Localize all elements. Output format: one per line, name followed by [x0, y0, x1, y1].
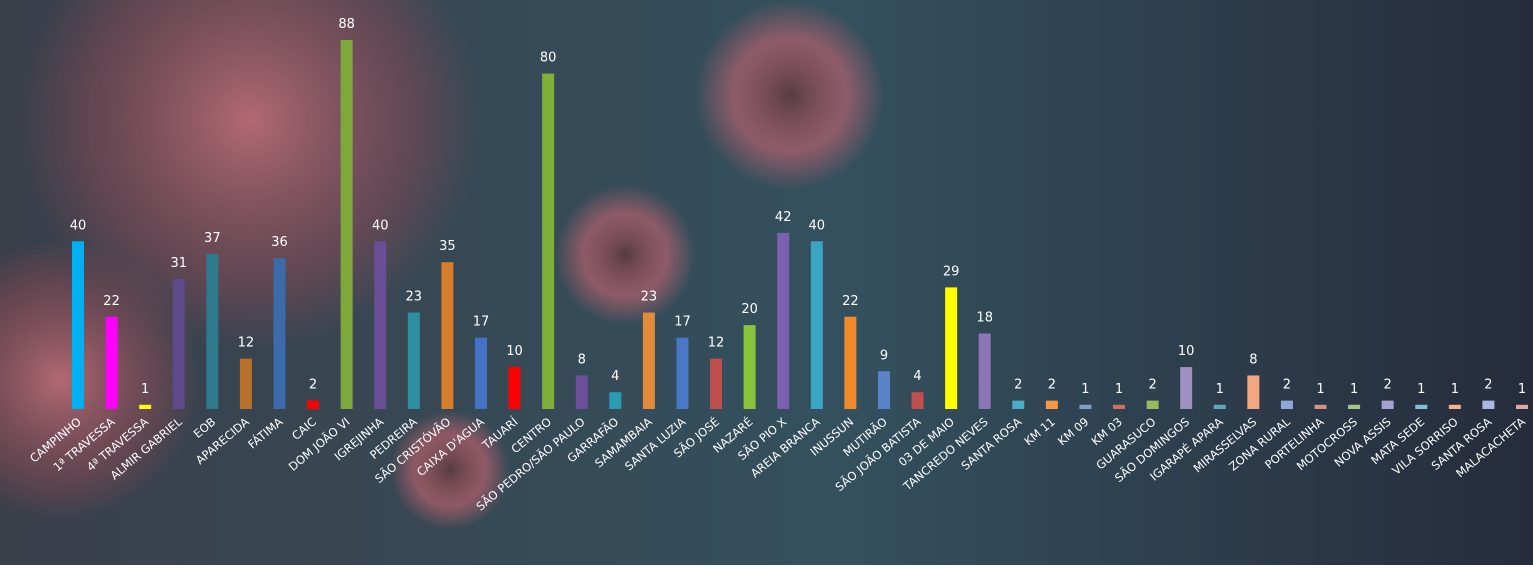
value-label: 29 — [943, 264, 960, 279]
bar — [1079, 404, 1092, 409]
bar — [575, 375, 588, 409]
bar — [407, 312, 420, 409]
value-label: 1 — [1417, 382, 1425, 397]
value-label: 36 — [271, 235, 288, 250]
value-label: 9 — [880, 348, 888, 363]
bar — [1045, 400, 1058, 409]
value-label: 22 — [103, 294, 120, 309]
value-label: 1 — [1518, 382, 1526, 397]
value-label: 17 — [473, 315, 490, 330]
bar — [978, 333, 991, 409]
value-label: 4 — [913, 369, 921, 384]
value-label: 42 — [775, 210, 792, 225]
bar — [206, 253, 219, 409]
value-label: 1 — [1115, 382, 1123, 397]
bar — [105, 316, 118, 409]
bar — [1180, 367, 1193, 409]
value-label: 23 — [641, 290, 658, 305]
value-label: 10 — [506, 344, 523, 359]
bar — [441, 262, 454, 409]
value-label: 18 — [976, 311, 993, 326]
bar — [877, 371, 890, 409]
value-label: 1 — [1316, 382, 1324, 397]
bar — [139, 404, 152, 409]
value-label: 8 — [1249, 352, 1257, 367]
bar — [474, 337, 487, 409]
bar — [609, 392, 622, 409]
bar — [777, 232, 790, 409]
bar — [1146, 400, 1159, 409]
bar — [1314, 404, 1327, 409]
bar — [710, 358, 723, 409]
bar — [542, 73, 555, 409]
value-label: 8 — [578, 352, 586, 367]
value-label: 2 — [309, 378, 317, 393]
value-label: 88 — [338, 17, 355, 32]
virus-image — [0, 240, 200, 520]
value-label: 2 — [1484, 378, 1492, 393]
bar — [743, 325, 756, 409]
value-label: 40 — [809, 218, 826, 233]
value-label: 37 — [204, 231, 221, 246]
value-label: 40 — [372, 218, 389, 233]
value-label: 35 — [439, 239, 456, 254]
bar — [1381, 400, 1394, 409]
value-label: 1 — [1216, 382, 1224, 397]
bar — [1516, 404, 1528, 409]
bar — [844, 316, 857, 409]
bar — [1482, 400, 1495, 409]
bar — [340, 40, 353, 409]
bar — [1113, 404, 1126, 409]
bar — [642, 312, 655, 409]
value-label: 10 — [1178, 344, 1195, 359]
value-label: 20 — [741, 302, 758, 317]
bar — [1415, 404, 1428, 409]
bar — [810, 241, 823, 409]
bar — [307, 400, 320, 409]
value-label: 1 — [1451, 382, 1459, 397]
virus-image — [390, 410, 510, 530]
value-label: 22 — [842, 294, 859, 309]
value-label: 17 — [674, 315, 691, 330]
value-label: 2 — [1148, 378, 1156, 393]
bar — [72, 241, 84, 409]
bar — [1213, 404, 1226, 409]
bar — [172, 279, 185, 409]
value-label: 1 — [1350, 382, 1358, 397]
bar — [1348, 404, 1361, 409]
bar — [508, 367, 521, 409]
value-label: 23 — [406, 290, 423, 305]
bar — [239, 358, 252, 409]
virus-image — [555, 185, 695, 325]
value-label: 2 — [1014, 378, 1022, 393]
value-label: 40 — [70, 218, 87, 233]
virus-image — [695, 0, 885, 190]
value-label: 12 — [708, 336, 725, 351]
bar — [1247, 375, 1260, 409]
value-label: 31 — [170, 256, 187, 271]
value-label: 4 — [611, 369, 619, 384]
value-label: 1 — [1081, 382, 1089, 397]
value-label: 80 — [540, 51, 557, 66]
bar — [676, 337, 689, 409]
bar — [911, 392, 924, 409]
bar — [1448, 404, 1461, 409]
bar — [374, 241, 387, 409]
bar — [945, 287, 958, 409]
bar — [1280, 400, 1293, 409]
value-label: 2 — [1283, 378, 1291, 393]
value-label: 1 — [141, 382, 149, 397]
value-label: 2 — [1384, 378, 1392, 393]
bar — [1012, 400, 1025, 409]
bar — [273, 258, 286, 409]
value-label: 12 — [238, 336, 255, 351]
value-label: 2 — [1048, 378, 1056, 393]
